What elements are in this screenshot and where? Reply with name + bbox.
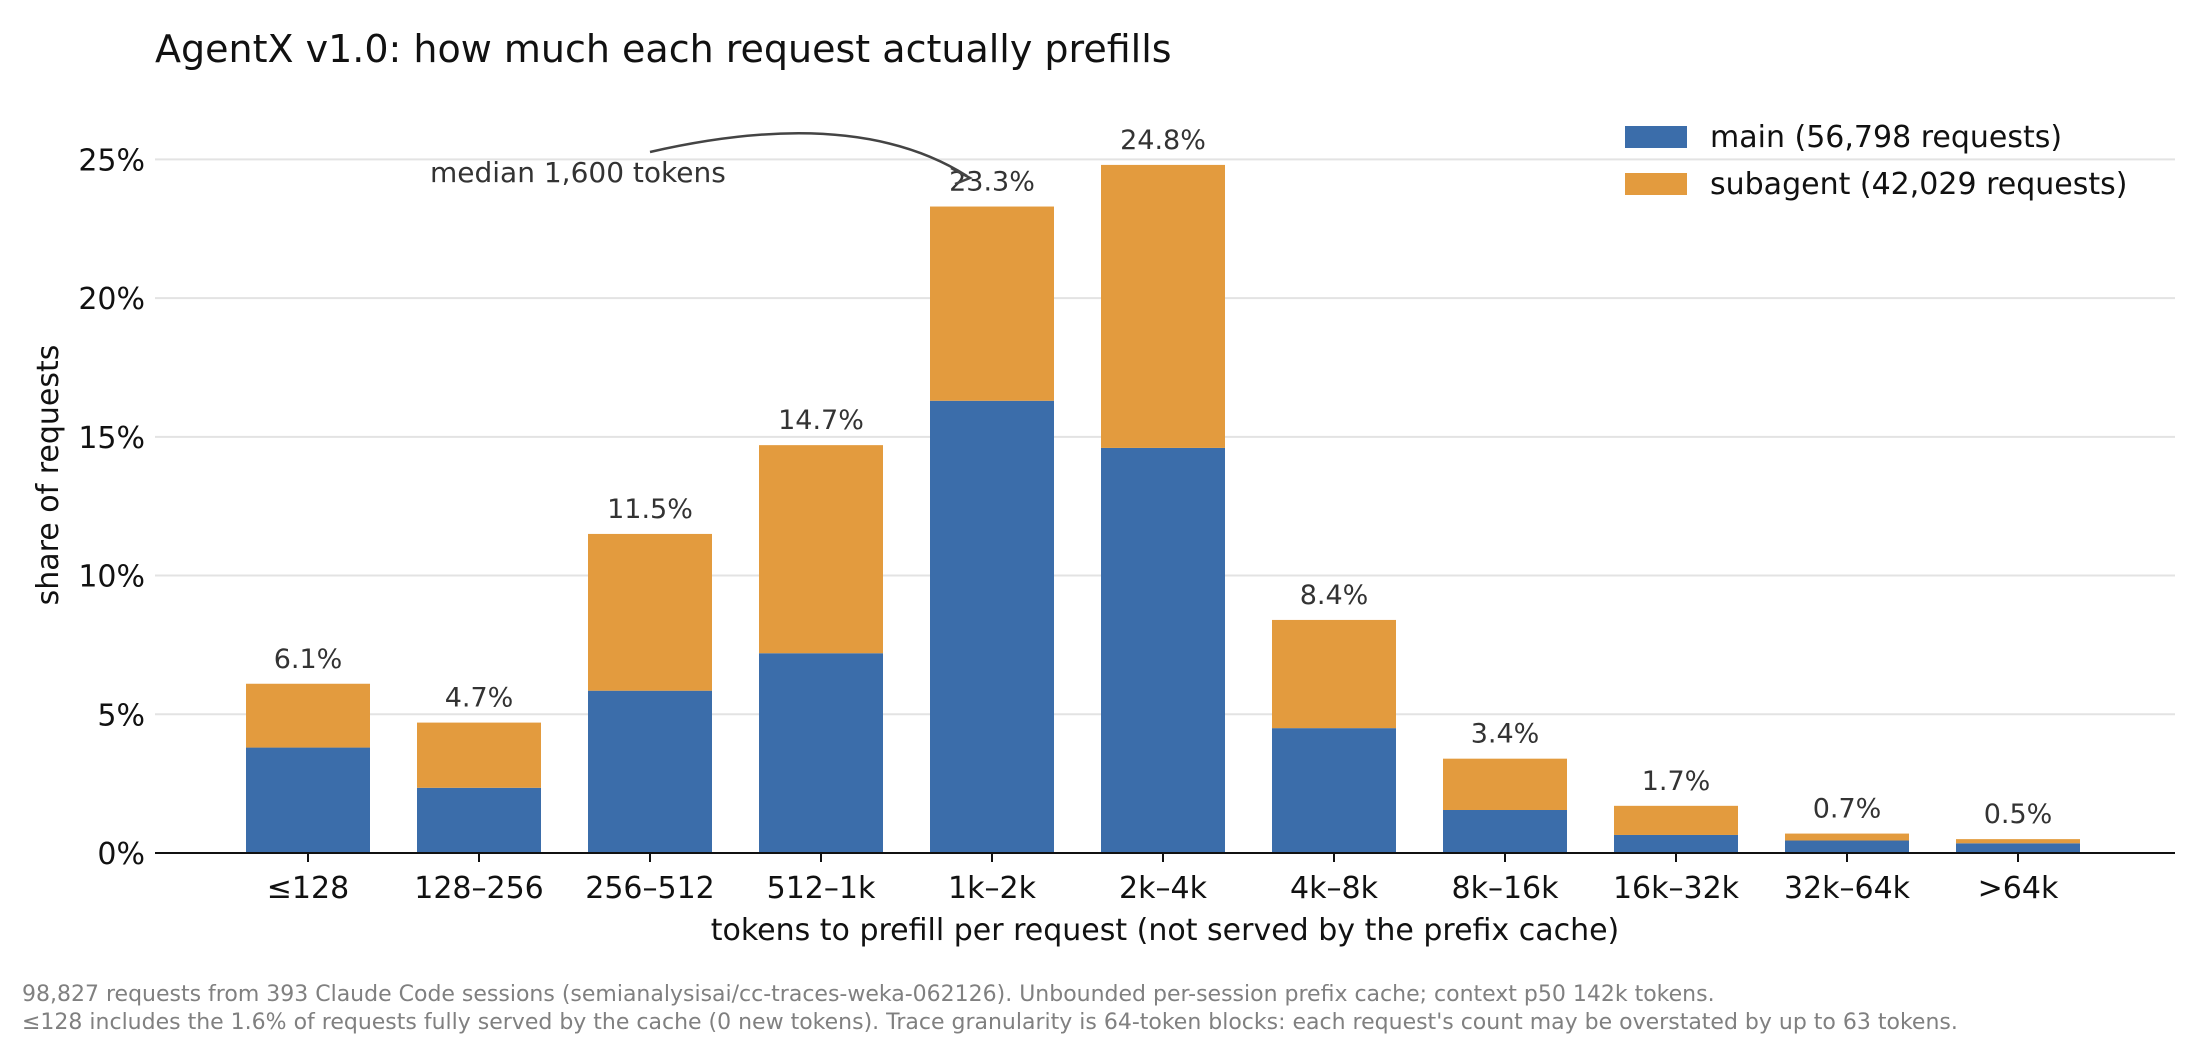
- bar-main-128: [246, 747, 370, 853]
- x-tick-label: 128–256: [414, 871, 544, 906]
- y-tick-label: 10%: [78, 560, 145, 595]
- total-label: 4.7%: [445, 683, 514, 714]
- total-label: 6.1%: [274, 644, 343, 675]
- total-label: 11.5%: [607, 494, 693, 525]
- x-tick-label: 4k–8k: [1290, 871, 1379, 906]
- footnote-line-2: ≤128 includes the 1.6% of requests fully…: [22, 1010, 1958, 1035]
- total-label: 8.4%: [1300, 580, 1369, 611]
- y-axis-label: share of requests: [31, 345, 66, 606]
- total-label: 3.4%: [1471, 719, 1540, 750]
- bar-subagent-256-512: [588, 533, 712, 691]
- bar-main-256-512: [588, 690, 712, 853]
- total-label: 14.7%: [778, 405, 864, 436]
- bar-subagent-32k-64k: [1785, 833, 1909, 841]
- y-tick-label: 15%: [78, 421, 145, 456]
- x-tick-label: 32k–64k: [1784, 871, 1911, 906]
- total-labels: 6.1% 4.7% 11.5% 14.7% 23.3% 24.8% 8.4% 3.4% 1.7%…: [274, 125, 2053, 830]
- y-tick-label: 0%: [97, 837, 145, 872]
- median-annotation-arrowhead: [950, 166, 973, 186]
- bar-subagent-16k-32k: [1614, 805, 1738, 835]
- bar-subagent-512-1k: [759, 445, 883, 654]
- legend: main (56,798 requests) subagent (42,029 …: [1625, 120, 2127, 202]
- bar-main-8k-16k: [1443, 809, 1567, 853]
- bar-subagent-2k-4k: [1101, 164, 1225, 448]
- x-tick-label: 2k–4k: [1119, 871, 1208, 906]
- x-tick-label: 1k–2k: [948, 871, 1037, 906]
- bar-main-128-256: [417, 787, 541, 853]
- footnote-line-1: 98,827 requests from 393 Claude Code ses…: [22, 982, 1715, 1007]
- y-tick-label: 25%: [78, 143, 145, 178]
- median-annotation-text: median 1,600 tokens: [430, 156, 726, 189]
- legend-swatch-subagent: [1625, 173, 1687, 195]
- bar-main-16k-32k: [1614, 834, 1738, 853]
- x-tick-label: 8k–16k: [1451, 871, 1559, 906]
- median-annotation: median 1,600 tokens: [430, 132, 973, 189]
- y-tick-label: 20%: [78, 282, 145, 317]
- total-label: 1.7%: [1642, 766, 1711, 797]
- total-label: 23.3%: [949, 167, 1035, 198]
- x-axis-label: tokens to prefill per request (not serve…: [711, 913, 1620, 948]
- x-ticks: ≤128 128–256 256–512 512–1k 1k–2k 2k–4k 4k–8k 8…: [267, 853, 2059, 906]
- x-tick-label: 512–1k: [767, 871, 876, 906]
- bar-subagent-128: [246, 683, 370, 748]
- median-annotation-arrow: [649, 132, 968, 178]
- total-label: 0.7%: [1813, 794, 1882, 825]
- bar-main-64k: [1956, 843, 2080, 853]
- bar-subagent-128-256: [417, 722, 541, 788]
- bar-subagent-4k-8k: [1272, 619, 1396, 729]
- total-label: 24.8%: [1120, 125, 1206, 156]
- chart-title: AgentX v1.0: how much each request actua…: [155, 27, 1172, 71]
- x-tick-label: 16k–32k: [1613, 871, 1740, 906]
- bar-subagent-64k: [1956, 839, 2080, 844]
- bar-subagent-8k-16k: [1443, 758, 1567, 810]
- legend-swatch-main: [1625, 126, 1687, 148]
- bar-main-2k-4k: [1101, 447, 1225, 853]
- bar-main-1k-2k: [930, 400, 1054, 853]
- x-tick-label: 256–512: [585, 871, 715, 906]
- legend-label-subagent: subagent (42,029 requests): [1710, 167, 2127, 202]
- bar-main-4k-8k: [1272, 728, 1396, 853]
- legend-label-main: main (56,798 requests): [1710, 120, 2062, 155]
- bar-subagent-1k-2k: [930, 206, 1054, 401]
- x-tick-label: >64k: [1978, 871, 2059, 906]
- x-tick-label: ≤128: [267, 871, 349, 906]
- total-label: 0.5%: [1984, 799, 2053, 830]
- y-tick-label: 5%: [97, 698, 145, 733]
- bars: [246, 164, 2080, 853]
- bar-main-512-1k: [759, 653, 883, 853]
- bar-main-32k-64k: [1785, 840, 1909, 853]
- y-ticks: 0% 5% 10% 15% 20% 25%: [78, 143, 145, 872]
